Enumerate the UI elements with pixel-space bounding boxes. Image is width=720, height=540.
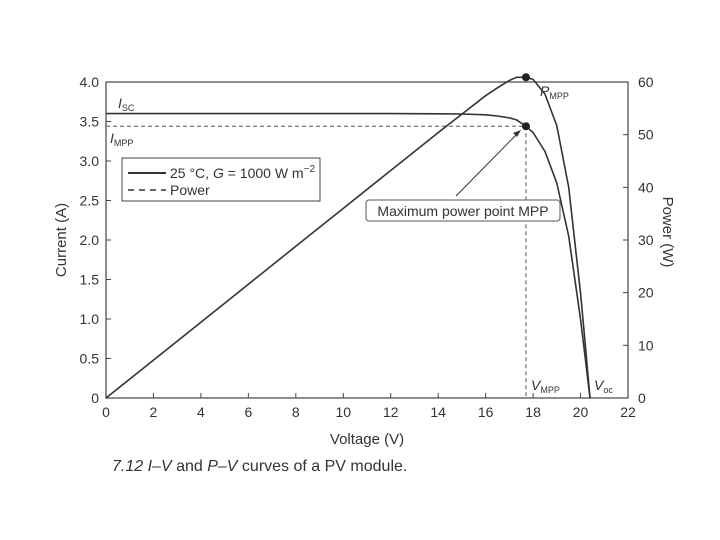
voc-label: Voc	[594, 377, 613, 395]
legend: 25 °C, G = 1000 W m−2 Power	[121, 157, 321, 202]
plot-frame	[105, 81, 629, 399]
y-right-tick-label: 10	[638, 337, 654, 353]
x-tick-label: 20	[573, 404, 589, 420]
y-right-tick-labels: 0 10 20 30 40 50 60	[638, 74, 654, 406]
isc-sub: SC	[122, 103, 135, 113]
y-right-tick-label: 20	[638, 285, 654, 301]
legend-box	[121, 157, 321, 202]
x-tick-label: 0	[102, 404, 110, 420]
vmpp-sub: MPP	[540, 385, 560, 395]
y-right-tick-label: 30	[638, 232, 654, 248]
y-left-tick-label: 2.0	[80, 232, 100, 248]
mpp-callout-arrowhead	[513, 130, 521, 137]
x-tick-labels: 0 2 4 6 8 10 12 14 16 18 20 22	[102, 404, 636, 420]
caption-pv: P–V	[207, 458, 238, 475]
isc-main: I	[118, 95, 122, 111]
impp-label: IMPP	[110, 130, 133, 148]
x-axis-label: Voltage (V)	[330, 431, 404, 448]
isc-label: ISC	[118, 95, 135, 113]
pmpp-label: PMPP	[540, 83, 569, 101]
mpp-callout-arrow	[455, 131, 520, 197]
y-left-tick-label: 1.0	[80, 311, 100, 327]
pmpp-sub: MPP	[549, 91, 569, 101]
impp-main: I	[110, 130, 114, 146]
y-left-tick-label: 2.5	[80, 193, 100, 209]
legend-label-iv-g: G	[213, 165, 224, 181]
pmpp-main: P	[540, 83, 550, 99]
y-left-tick-label: 0.5	[80, 351, 100, 367]
y-left-tick-labels: 0 0.5 1.0 1.5 2.0 2.5 3.0 3.5 4.0	[80, 74, 100, 406]
mpp-callout-box	[365, 199, 561, 222]
x-tick-label: 12	[383, 404, 399, 420]
x-tick-label: 18	[525, 404, 541, 420]
y-right-tick-label: 60	[638, 74, 654, 90]
y-left-tick-label: 3.0	[80, 153, 100, 169]
x-tick-label: 14	[430, 404, 446, 420]
mpp-point-power	[521, 73, 530, 82]
y-left-tick-label: 1.5	[80, 272, 100, 288]
legend-label-iv-sup: −2	[304, 164, 316, 175]
x-tick-label: 6	[244, 404, 252, 420]
y-right-axis-label: Power (W)	[659, 197, 676, 268]
mpp-point-current	[521, 122, 530, 131]
voc-main: V	[594, 377, 605, 393]
mpp-callout-text: Maximum power point MPP	[377, 203, 548, 219]
legend-label-iv-prefix: 25 °C,	[170, 165, 213, 181]
caption-and: and	[176, 458, 203, 475]
vmpp-label: VMPP	[531, 377, 560, 395]
y-left-axis-label: Current (A)	[53, 203, 70, 277]
y-right-tick-label: 0	[638, 390, 646, 406]
impp-sub: MPP	[114, 138, 134, 148]
x-tick-label: 2	[150, 404, 158, 420]
legend-label-power: Power	[170, 182, 210, 198]
axis-ticks	[105, 81, 629, 399]
x-tick-label: 22	[620, 404, 636, 420]
figure-caption: 7.12 I–V and P–V curves of a PV module.	[112, 458, 407, 476]
x-tick-label: 16	[478, 404, 494, 420]
caption-number: 7.12	[112, 458, 144, 475]
legend-label-iv-rest: = 1000 W m	[224, 165, 304, 181]
vmpp-main: V	[531, 377, 542, 393]
x-tick-label: 8	[292, 404, 300, 420]
caption-iv: I–V	[147, 458, 172, 475]
x-tick-label: 10	[335, 404, 351, 420]
iv-curve	[106, 112, 591, 399]
y-left-tick-label: 4.0	[80, 74, 100, 90]
y-left-tick-label: 0	[91, 390, 99, 406]
x-tick-label: 4	[197, 404, 205, 420]
y-right-tick-label: 50	[638, 127, 654, 143]
pv-curve	[105, 76, 591, 399]
caption-rest: curves of a PV module.	[241, 458, 408, 475]
y-right-tick-label: 40	[638, 179, 654, 195]
legend-label-iv: 25 °C, G = 1000 W m−2	[170, 164, 315, 181]
y-left-tick-label: 3.5	[80, 114, 100, 130]
voc-sub: oc	[603, 385, 613, 395]
